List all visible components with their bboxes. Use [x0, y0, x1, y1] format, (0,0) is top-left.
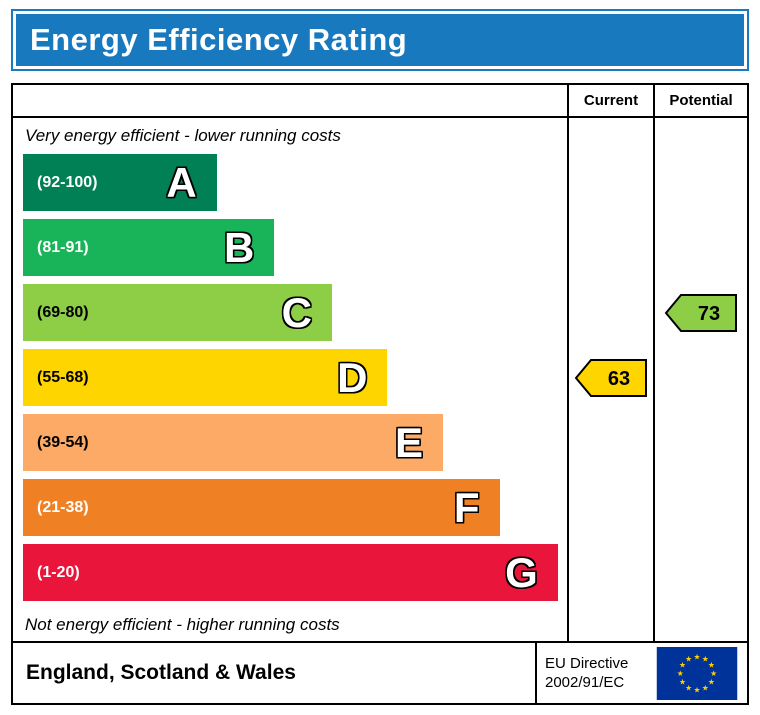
band-bar-F: (21-38) F [23, 479, 500, 536]
band-range-label: (92-100) [37, 173, 98, 191]
potential-rating-column: 73 [653, 118, 747, 641]
band-row-B: (81-91) B [23, 219, 567, 276]
current-rating-arrow: 63 [574, 358, 647, 397]
bands-area: Very energy efficient - lower running co… [13, 118, 567, 641]
band-bar-D: (55-68) D [23, 349, 388, 406]
band-letter: A [166, 158, 197, 206]
chart-body: Very energy efficient - lower running co… [13, 118, 747, 641]
eu-flag-field [656, 646, 738, 700]
band-range-label: (81-91) [37, 238, 89, 256]
band-row-C: (69-80) C [23, 284, 567, 341]
chart-footer: England, Scotland & Wales EU Directive 2… [13, 641, 747, 703]
chart-header-row: Current Potential [13, 85, 747, 118]
svg-text:★: ★ [702, 654, 709, 663]
svg-text:★: ★ [677, 669, 684, 678]
band-letter: G [505, 548, 538, 596]
band-row-D: (55-68) D [23, 349, 567, 406]
band-bar-A: (92-100) A [23, 154, 217, 211]
svg-text:★: ★ [708, 660, 715, 669]
band-letter: C [281, 288, 312, 336]
potential-arrow-shape [664, 293, 737, 332]
directive-cell: EU Directive 2002/91/EC ★ ★ ★ ★ ★ ★ ★ ★ … [535, 643, 747, 703]
eu-directive-label: EU Directive 2002/91/EC [545, 654, 628, 693]
svg-text:★: ★ [710, 669, 717, 678]
title-bar: Energy Efficiency Rating [11, 9, 749, 71]
eu-flag-stars: ★ ★ ★ ★ ★ ★ ★ ★ ★ ★ ★ ★ [677, 652, 717, 694]
page-title: Energy Efficiency Rating [16, 14, 744, 66]
current-rating-column: 63 [567, 118, 653, 641]
eu-flag-icon: ★ ★ ★ ★ ★ ★ ★ ★ ★ ★ ★ ★ [656, 646, 738, 700]
eu-directive-line1: EU Directive [545, 654, 629, 672]
band-row-A: (92-100) A [23, 154, 567, 211]
svg-text:★: ★ [693, 652, 700, 661]
band-bar-B: (81-91) B [23, 219, 275, 276]
caption-top: Very energy efficient - lower running co… [25, 126, 341, 145]
svg-text:★: ★ [685, 654, 692, 663]
energy-rating-chart: Current Potential Very energy efficient … [11, 83, 749, 705]
band-letter: B [223, 223, 255, 271]
band-letter: D [337, 353, 368, 401]
band-range-label: (55-68) [37, 368, 89, 386]
band-bar-G: (1-20) G [23, 544, 558, 601]
svg-text:★: ★ [685, 683, 692, 692]
band-range-label: (1-20) [37, 563, 80, 581]
current-column-header: Current [567, 85, 653, 116]
band-bar-C: (69-80) C [23, 284, 332, 341]
band-range-label: (69-80) [37, 303, 89, 321]
svg-text:★: ★ [679, 677, 686, 686]
potential-column-header: Potential [653, 85, 747, 116]
eu-directive-line2: 2002/91/EC [545, 674, 625, 691]
band-letter: E [394, 418, 423, 466]
svg-text:★: ★ [693, 685, 700, 694]
potential-rating-value: 73 [698, 303, 720, 325]
band-row-F: (21-38) F [23, 479, 567, 536]
band-range-label: (39-54) [37, 433, 89, 451]
current-rating-value: 63 [608, 368, 630, 390]
header-spacer [13, 85, 567, 116]
current-arrow-shape [574, 358, 647, 397]
region-label: England, Scotland & Wales [26, 661, 296, 684]
svg-text:★: ★ [702, 683, 709, 692]
svg-text:★: ★ [679, 660, 686, 669]
caption-bottom: Not energy efficient - higher running co… [25, 615, 340, 634]
band-letter: F [453, 483, 480, 531]
band-bar-E: (39-54) E [23, 414, 443, 471]
bands-container: (92-100) A (81-91) B (69-80) C (55-68) D (39-54)… [23, 154, 567, 601]
band-row-E: (39-54) E [23, 414, 567, 471]
potential-rating-arrow: 73 [664, 293, 737, 332]
band-range-label: (21-38) [37, 498, 89, 516]
band-row-G: (1-20) G [23, 544, 567, 601]
svg-text:★: ★ [708, 677, 715, 686]
